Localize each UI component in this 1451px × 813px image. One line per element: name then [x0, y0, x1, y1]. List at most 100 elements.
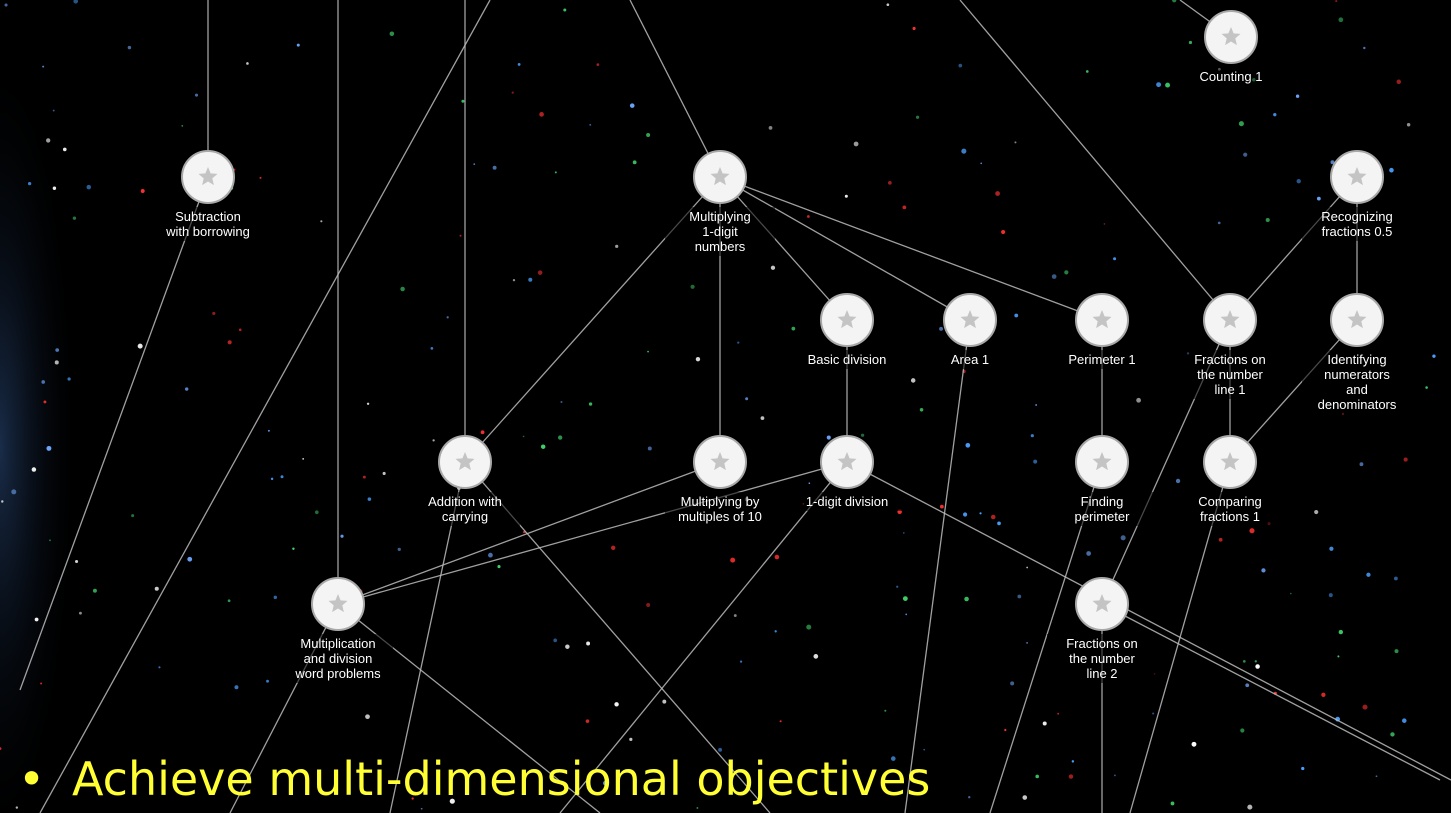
star: [297, 44, 300, 47]
star: [1026, 567, 1028, 569]
star: [1057, 713, 1059, 715]
star: [1394, 577, 1398, 581]
star: [905, 614, 907, 616]
star: [903, 596, 908, 601]
star: [771, 266, 775, 270]
star: [87, 185, 92, 190]
node-label: Addition with: [428, 494, 502, 509]
star: [1114, 774, 1116, 776]
star: [775, 630, 777, 632]
star: [1362, 705, 1367, 710]
star: [1249, 528, 1254, 533]
star: [1004, 729, 1006, 731]
star: [1014, 141, 1016, 143]
star: [646, 133, 650, 137]
star: [4, 3, 7, 6]
star: [958, 64, 962, 68]
star: [141, 189, 145, 193]
star: [481, 430, 485, 434]
star: [1069, 774, 1073, 778]
star: [968, 796, 970, 798]
node-label: and: [1346, 382, 1368, 397]
star: [1360, 462, 1364, 466]
star: [1, 500, 3, 502]
star: [1290, 593, 1292, 595]
star: [791, 327, 795, 331]
knowledge-map: Counting 1Subtractionwith borrowingMulti…: [0, 0, 1451, 813]
star: [1266, 218, 1270, 222]
node-label: Multiplication: [300, 636, 375, 651]
star: [41, 380, 45, 384]
star: [138, 344, 143, 349]
star: [460, 235, 462, 237]
star: [266, 680, 269, 683]
star: [246, 62, 249, 65]
star: [447, 316, 449, 318]
node-label: Counting 1: [1200, 69, 1263, 84]
star: [827, 435, 831, 439]
star: [991, 515, 996, 520]
star: [539, 112, 544, 117]
star: [128, 46, 131, 49]
star: [1432, 354, 1435, 357]
node-label: 1-digit division: [806, 494, 888, 509]
star: [228, 340, 232, 344]
star: [1297, 179, 1301, 183]
star: [887, 3, 890, 6]
star: [1329, 593, 1333, 597]
node-label: Basic division: [808, 352, 887, 367]
star: [259, 177, 261, 179]
star: [79, 612, 82, 615]
star: [854, 142, 859, 147]
star: [555, 171, 557, 173]
star: [780, 720, 782, 722]
node-label: Finding: [1081, 494, 1124, 509]
star: [1171, 802, 1175, 806]
node-label: line 2: [1086, 666, 1117, 681]
star: [421, 808, 423, 810]
star: [195, 94, 198, 97]
star: [1317, 197, 1321, 201]
star: [646, 603, 650, 607]
star: [902, 205, 906, 209]
star: [1366, 573, 1370, 577]
star: [1321, 693, 1325, 697]
star: [809, 482, 811, 484]
star: [775, 555, 780, 560]
node-label: Recognizing: [1321, 209, 1393, 224]
star: [806, 625, 811, 630]
star: [497, 565, 500, 568]
star: [979, 512, 981, 514]
star: [911, 378, 916, 383]
star: [1218, 222, 1221, 225]
star: [1314, 510, 1318, 514]
star: [35, 618, 39, 622]
star: [1043, 721, 1047, 725]
star: [32, 467, 37, 472]
star: [274, 596, 277, 599]
star: [1404, 458, 1408, 462]
star: [523, 436, 525, 438]
star: [315, 510, 319, 514]
star: [563, 8, 566, 11]
glow: [0, 0, 160, 813]
star: [302, 458, 304, 460]
star: [512, 92, 514, 94]
star: [662, 700, 666, 704]
star: [43, 400, 46, 403]
star: [28, 182, 31, 185]
star: [1156, 82, 1161, 87]
star: [46, 446, 51, 451]
star: [1086, 551, 1091, 556]
star: [560, 401, 562, 403]
node-label: with borrowing: [165, 224, 250, 239]
star: [1363, 47, 1365, 49]
star: [734, 614, 737, 617]
star: [68, 377, 71, 380]
star: [888, 181, 892, 185]
star: [1273, 113, 1276, 116]
star: [431, 347, 434, 350]
node-label: Perimeter 1: [1068, 352, 1135, 367]
star: [1376, 775, 1378, 777]
star: [1329, 547, 1333, 551]
